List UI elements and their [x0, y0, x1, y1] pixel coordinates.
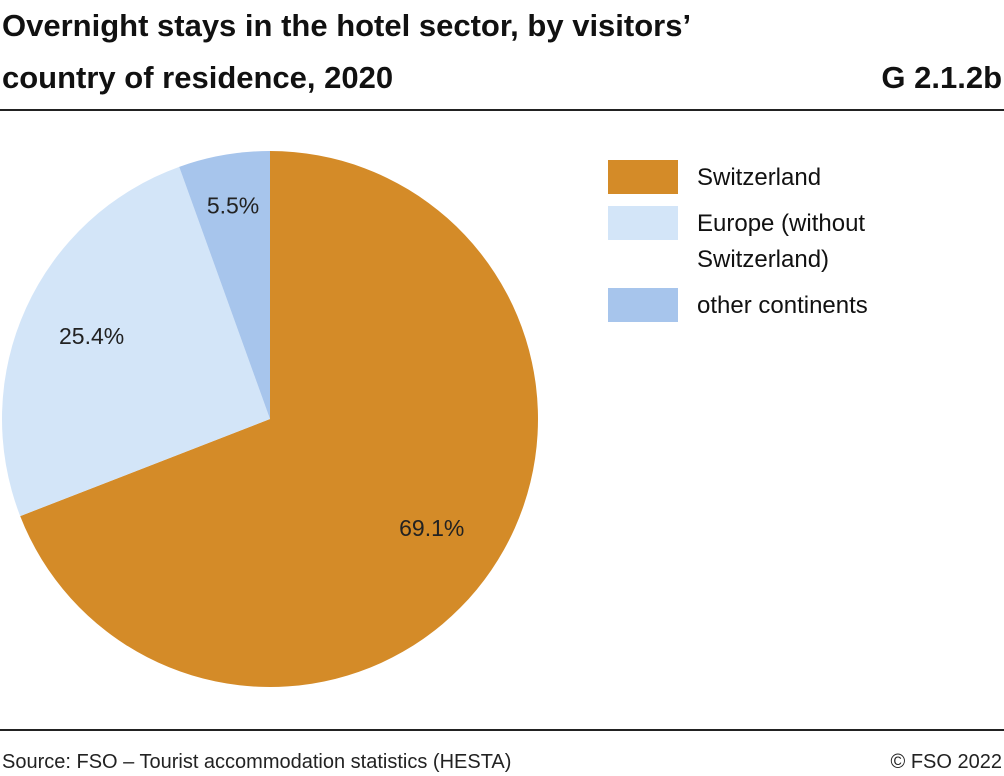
copyright: © FSO 2022 — [890, 751, 1002, 773]
legend: Switzerland Europe (without Switzerland) o… — [608, 160, 1004, 334]
legend-item: Europe (without Switzerland) — [608, 206, 1004, 278]
top-rule — [0, 109, 1004, 111]
legend-swatch — [608, 206, 678, 240]
pie-slice — [179, 151, 270, 419]
legend-label: Switzerland — [697, 164, 822, 191]
pie-chart: 69.1% 25.4% 5.5% — [1, 151, 538, 687]
chart-id: G 2.1.2b — [881, 60, 1002, 95]
slice-label: 5.5% — [207, 192, 259, 218]
slice-label: 25.4% — [59, 323, 124, 349]
pie-slice — [20, 151, 538, 687]
legend-label: Europe (without Switzerland) — [697, 210, 866, 273]
legend-label: other continents — [697, 292, 868, 319]
bottom-rule — [0, 729, 1004, 731]
source: Source: FSO – Tourist accommodation stat… — [2, 751, 512, 773]
legend-item: other continents — [608, 288, 1004, 324]
legend-swatch — [608, 288, 678, 322]
legend-item: Switzerland — [608, 160, 1004, 196]
legend-swatch — [608, 160, 678, 194]
chart-title: Overnight stays in the hotel sector, by … — [2, 8, 690, 95]
slice-label: 69.1% — [399, 515, 464, 541]
pie-slice — [1, 166, 270, 517]
